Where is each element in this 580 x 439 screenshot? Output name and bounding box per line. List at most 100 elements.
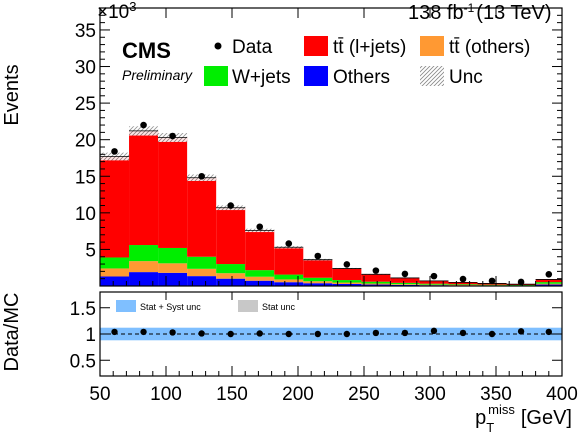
bar-ttothers-5 <box>245 276 275 281</box>
ratio-point-8 <box>343 330 351 338</box>
ratio-point-7 <box>314 330 321 338</box>
legend-label-ttbar-others: tt̄ (others) <box>449 37 530 58</box>
legend-label-stat: Stat unc <box>262 302 296 312</box>
y-scale-label: ×103 <box>97 0 136 23</box>
data-point-3 <box>198 172 205 180</box>
bar-wjets-12 <box>448 284 478 285</box>
bar-others-1 <box>129 272 159 286</box>
ratio-point-6 <box>285 330 292 338</box>
ratio-point-3 <box>198 330 205 337</box>
bar-ttljets-8 <box>332 268 362 281</box>
data-point-12 <box>459 275 467 283</box>
legend-swatch-stat <box>238 300 258 312</box>
bar-wjets-3 <box>187 256 217 269</box>
main-ytick-label-4: 25 <box>75 94 96 115</box>
bar-wjets-1 <box>129 245 159 262</box>
data-point-0 <box>111 148 118 155</box>
bar-ttljets-12 <box>448 282 478 285</box>
status-label: Preliminary <box>122 67 193 83</box>
main-ytick-label-1: 10 <box>75 204 96 225</box>
legend-label-stat-syst: Stat + Syst unc <box>140 302 201 312</box>
bar-ttljets-6 <box>274 247 304 275</box>
bar-others-7 <box>303 283 333 286</box>
bar-wjets-6 <box>274 274 304 280</box>
stack-histogram <box>100 130 562 286</box>
data-point-10 <box>401 270 409 278</box>
ratio-point-11 <box>430 327 438 335</box>
ratio-point-9 <box>372 329 380 337</box>
ratio-ytick-label-0: 0.5 <box>70 351 96 372</box>
data-point-15 <box>545 270 553 278</box>
ratio-point-15 <box>545 328 552 336</box>
ratio-ytick-label-1: 1 <box>85 325 96 346</box>
ratio-axis-title: Data/MC <box>1 293 23 372</box>
bar-wjets-11 <box>419 283 449 285</box>
bar-wjets-8 <box>332 280 362 283</box>
data-point-9 <box>372 267 380 274</box>
legend-swatch-wjets <box>204 66 228 86</box>
ratio-uncertainty-band <box>100 327 562 341</box>
bar-others-3 <box>187 276 217 286</box>
bar-ttljets-5 <box>245 230 275 271</box>
bar-ttljets-10 <box>390 277 420 283</box>
xtick-label-4: 250 <box>348 384 380 405</box>
legend-label-unc: Unc <box>449 67 483 88</box>
bar-others-5 <box>245 280 275 286</box>
main-ytick-label-2: 15 <box>75 167 96 188</box>
main-ytick-label-5: 30 <box>75 58 96 79</box>
data-point-11 <box>430 272 438 280</box>
main-ytick-label-3: 20 <box>75 131 96 152</box>
ratio-ytick-label-2: 1.5 <box>70 299 96 320</box>
experiment-label: CMS <box>122 38 171 63</box>
data-points <box>111 121 553 286</box>
bar-ttothers-10 <box>390 284 420 285</box>
xtick-label-0: 50 <box>89 384 110 405</box>
xtick-label-7: 400 <box>546 384 578 405</box>
legend-swatch-unc <box>420 66 444 86</box>
data-point-8 <box>343 261 351 268</box>
bar-ttothers-3 <box>187 268 217 277</box>
bar-wjets-4 <box>216 264 246 274</box>
bar-wjets-10 <box>390 282 420 285</box>
data-point-7 <box>314 252 322 260</box>
legend-swatch-stat-syst <box>116 300 136 312</box>
bar-ttothers-4 <box>216 273 246 279</box>
main-ytick-label-6: 35 <box>75 21 96 42</box>
y-axis-title: Events <box>1 64 23 125</box>
bar-wjets-5 <box>245 270 275 277</box>
bar-wjets-7 <box>303 277 333 282</box>
data-point-13 <box>488 277 496 285</box>
bar-ttljets-4 <box>216 207 246 265</box>
bar-ttljets-7 <box>303 259 333 278</box>
ratio-point-2 <box>169 329 176 336</box>
legend-label-data: Data <box>232 37 273 58</box>
bar-others-2 <box>158 272 188 286</box>
xtick-label-5: 300 <box>414 384 446 405</box>
main-ytick-label-0: 5 <box>85 240 96 261</box>
legend: Data tt̄ (l+jets) tt̄ (others) W+jets Ot… <box>116 36 530 312</box>
legend-marker-data <box>214 42 222 50</box>
bar-ttothers-0 <box>100 268 130 277</box>
legend-swatch-ttbar-ljets <box>304 36 328 56</box>
bar-wjets-9 <box>361 281 391 284</box>
bar-wjets-13 <box>477 284 507 286</box>
xtick-label-1: 100 <box>150 384 182 405</box>
bar-ttothers-2 <box>158 263 188 273</box>
bar-ttljets-15 <box>535 279 562 283</box>
bar-others-8 <box>332 283 362 286</box>
axis-ticks: 5 10 15 20 25 30 35 0.5 1 1.5 50 100 150 200 250 300 350… <box>70 8 578 405</box>
bar-wjets-2 <box>158 247 188 264</box>
bar-others-4 <box>216 278 246 286</box>
bar-ttothers-11 <box>419 284 449 286</box>
data-point-4 <box>227 202 234 209</box>
bar-ttothers-1 <box>129 261 159 273</box>
bar-others-6 <box>274 282 304 286</box>
bar-ttothers-7 <box>303 281 333 284</box>
legend-label-others: Others <box>333 67 390 88</box>
ratio-point-1 <box>140 328 147 336</box>
bar-ttljets-1 <box>129 130 159 246</box>
legend-label-wjets: W+jets <box>232 67 291 88</box>
ratio-point-4 <box>227 330 234 338</box>
bar-ttothers-8 <box>332 282 362 284</box>
